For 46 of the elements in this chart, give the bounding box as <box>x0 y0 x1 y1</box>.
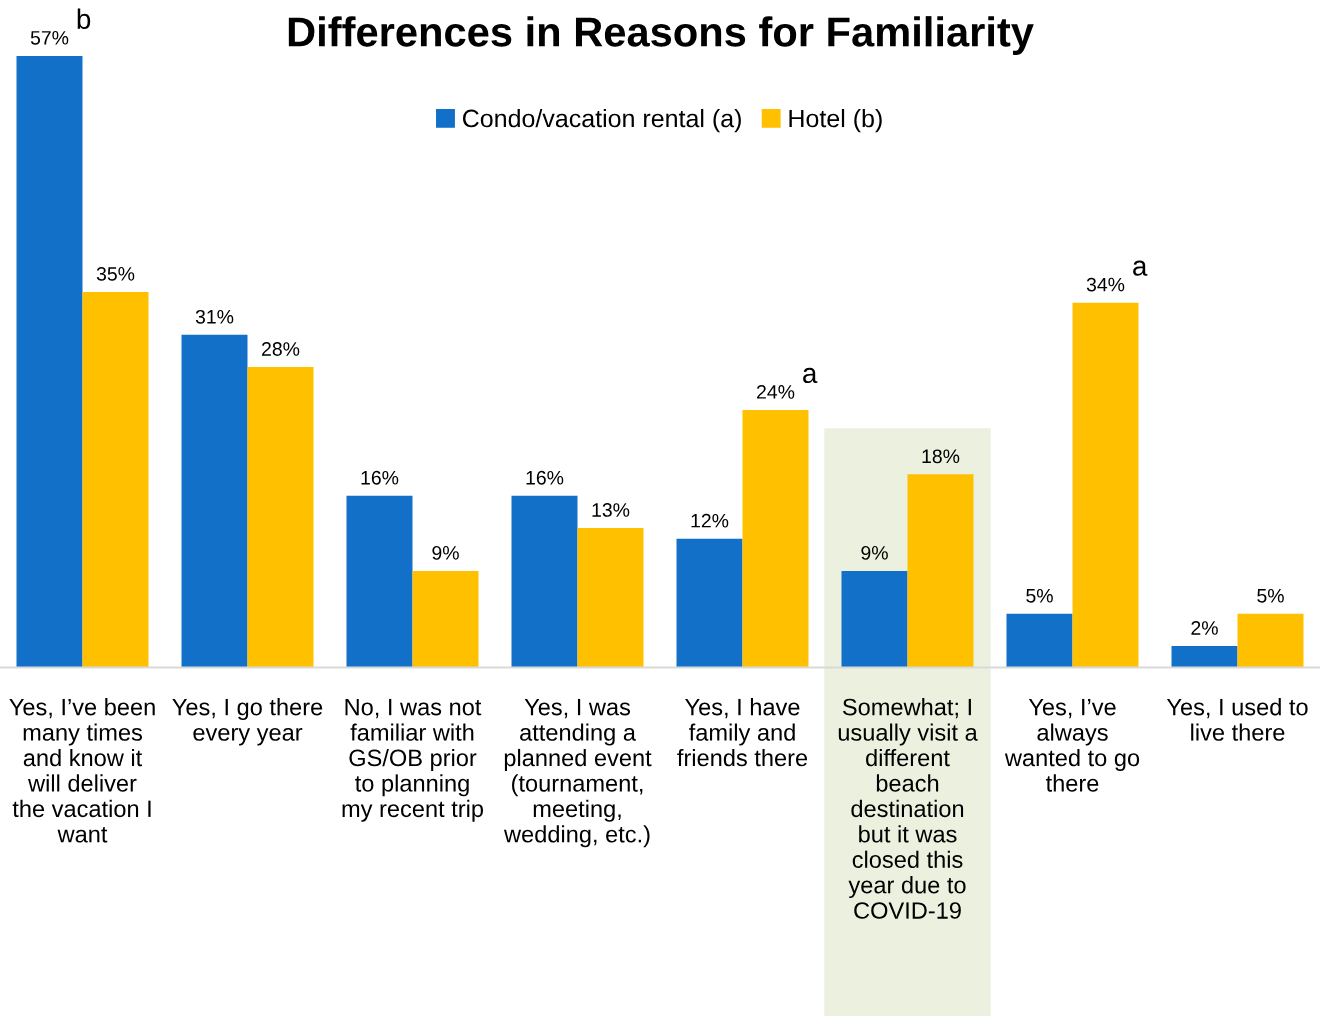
bar <box>907 474 974 668</box>
bar <box>82 291 149 668</box>
x-tick-label: Yes, I’ve always wanted to go there <box>1004 698 1140 792</box>
bar <box>1006 613 1073 668</box>
data-label: 34% <box>1086 277 1125 292</box>
x-tick-label: Yes, I was attending a planned event (tournament, meeting, wedding, etc.) <box>503 698 652 848</box>
bar <box>676 538 743 668</box>
legend-label: Condo/vacation rental (a) <box>463 108 741 133</box>
data-label: 2% <box>1191 621 1218 635</box>
data-label: 9% <box>861 545 888 560</box>
data-label: 5% <box>1026 588 1053 603</box>
data-label: 18% <box>922 449 960 464</box>
data-label: 5% <box>1257 588 1284 603</box>
x-tick-label: Yes, I used to live there <box>1166 698 1308 741</box>
bar <box>577 528 644 668</box>
x-tick-label: Yes, I’ve been many times and know it will deliver the vacation I want <box>9 698 155 843</box>
legend-label: Hotel (b) <box>789 108 882 133</box>
x-tick-label: Yes, I go there every year <box>172 698 323 746</box>
category-label: Somewhat; I usually visit a different beach destination but it was closed this year due to COVID-19 <box>838 698 978 919</box>
bar <box>511 495 578 668</box>
bar <box>841 570 908 668</box>
x-tick-label: Yes, I have family and friends there <box>677 698 808 767</box>
bar <box>1072 302 1139 668</box>
data-label: 28% <box>262 342 300 356</box>
bar <box>1237 613 1304 668</box>
x-tick-label: No, I was not familiar with GS/OB prior to planning my recent trip <box>342 698 484 822</box>
data-label: 16% <box>526 470 564 485</box>
data-label: 16% <box>361 470 399 485</box>
bar <box>247 367 314 668</box>
chart-title: Differences in Reasons for Familiarity <box>288 16 1034 55</box>
bar <box>412 570 479 668</box>
bar <box>346 495 413 668</box>
data-label: 57% <box>30 31 69 45</box>
bar <box>16 55 83 668</box>
data-label: 13% <box>592 503 630 517</box>
data-label: 12% <box>691 513 729 528</box>
annotation: a <box>803 367 818 384</box>
annotation: a <box>1133 260 1148 276</box>
bar <box>742 409 809 668</box>
data-label: 24% <box>757 385 795 399</box>
annotation: b <box>77 8 91 29</box>
data-label: 35% <box>96 267 135 281</box>
data-label: 31% <box>195 309 234 324</box>
data-label: 9% <box>432 545 459 560</box>
bar <box>181 334 248 668</box>
bar <box>1171 646 1238 668</box>
